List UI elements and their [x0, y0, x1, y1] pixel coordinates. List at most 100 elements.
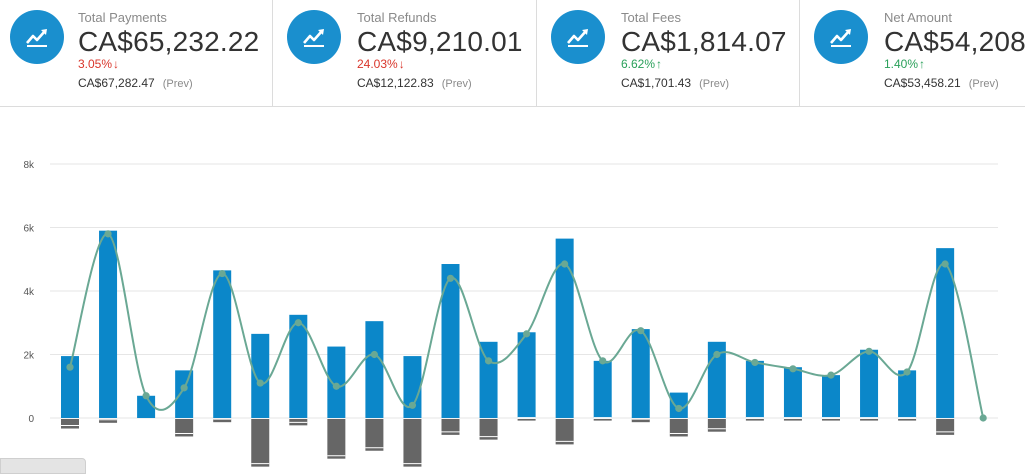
- bar-negative: [936, 419, 955, 435]
- bar-positive: [898, 370, 917, 418]
- line-point: [484, 357, 493, 365]
- bar-positive: [860, 349, 879, 418]
- kpi-prev-value: CA$53,458.21: [884, 76, 961, 90]
- kpi-row: Total Payments CA$65,232.22 3.05% ↓ CA$67…: [0, 0, 1025, 107]
- bar-negative: [175, 419, 194, 437]
- kpi-change-value: 3.05%: [78, 57, 113, 71]
- bar-negative: [441, 419, 460, 435]
- kpi-value: CA$54,208: [884, 26, 1025, 57]
- kpi-prev-value: CA$67,282.47: [78, 76, 155, 90]
- bar-positive: [745, 360, 764, 418]
- kpi-change: 6.62% ↑: [621, 57, 662, 71]
- line-point: [256, 379, 264, 387]
- bar-positive: [517, 332, 536, 418]
- bar-negative: [822, 419, 840, 421]
- y-tick-label: 2k: [23, 351, 35, 362]
- kpi-card-total-refunds: Total Refunds CA$9,210.01 24.03% ↓ CA$12,…: [273, 0, 537, 106]
- line-point: [713, 350, 721, 359]
- trend-up-icon: [287, 10, 341, 64]
- line-point: [446, 274, 455, 282]
- bar-negative: [517, 419, 536, 421]
- chart: 8k 6k 4k 2k 0: [0, 107, 1025, 469]
- bar-positive: [403, 356, 422, 418]
- bar-negative: [365, 419, 384, 451]
- bar-positive: [783, 367, 802, 418]
- bar-negative: [251, 419, 270, 467]
- kpi-prev: CA$12,122.83 (Prev): [357, 76, 472, 90]
- arrow-up-icon: ↑: [919, 57, 926, 71]
- line-point: [827, 371, 835, 379]
- y-tick-label: 4k: [23, 287, 35, 298]
- kpi-prev-tag: (Prev): [162, 78, 193, 90]
- bar-positive: [822, 375, 840, 418]
- bar-positive: [327, 346, 346, 418]
- bar-positive: [365, 321, 384, 418]
- bar-negative: [707, 419, 726, 432]
- kpi-prev-value: CA$12,122.83: [357, 76, 434, 90]
- line-point: [903, 368, 911, 376]
- line-point: [675, 404, 683, 413]
- line-point: [332, 382, 340, 390]
- y-tick-label: 8k: [23, 160, 35, 171]
- bar-negative: [783, 419, 802, 421]
- kpi-label: Total Fees: [621, 10, 681, 25]
- line-point: [561, 260, 569, 268]
- y-tick-label: 0: [28, 414, 34, 425]
- bar-negative: [61, 419, 79, 429]
- bar-negative: [745, 419, 764, 421]
- kpi-value: CA$1,814.07: [621, 26, 787, 57]
- line-point: [180, 384, 188, 392]
- kpi-prev-value: CA$1,701.43: [621, 76, 692, 90]
- bar-negative: [99, 419, 118, 423]
- bar-positive: [441, 264, 460, 418]
- bar-negative: [669, 419, 688, 437]
- kpi-label: Total Refunds: [357, 10, 437, 25]
- bar-positive: [137, 395, 156, 418]
- bar-positive: [555, 238, 574, 418]
- bar-negative: [403, 419, 422, 467]
- kpi-change-value: 1.40%: [884, 57, 919, 71]
- line-point: [941, 260, 949, 268]
- bar-positive: [479, 341, 498, 418]
- line-point: [789, 365, 797, 373]
- kpi-card-net-amount: Net Amount CA$54,208 1.40% ↑ CA$53,458.21…: [800, 0, 1025, 106]
- kpi-change: 24.03% ↓: [357, 57, 405, 71]
- kpi-change-value: 24.03%: [357, 57, 398, 71]
- bar-negative: [898, 419, 917, 421]
- bar-positive: [175, 370, 194, 418]
- bar-negative: [593, 419, 612, 421]
- line-point: [408, 401, 417, 409]
- kpi-label: Total Payments: [78, 10, 167, 25]
- line-point: [599, 357, 607, 365]
- bar-positive: [251, 333, 270, 418]
- kpi-prev-tag: (Prev): [968, 78, 999, 90]
- line-point: [523, 330, 531, 338]
- kpi-change-value: 6.62%: [621, 57, 656, 71]
- kpi-change: 1.40% ↑: [884, 57, 925, 71]
- kpi-label: Net Amount: [884, 10, 952, 25]
- bar-negative: [213, 419, 232, 423]
- kpi-prev: CA$67,282.47 (Prev): [78, 76, 193, 90]
- bottom-tab[interactable]: [0, 458, 86, 474]
- bar-negative: [327, 419, 346, 459]
- bar-positive: [289, 314, 308, 418]
- kpi-prev-tag: (Prev): [699, 78, 730, 90]
- bar-positive: [631, 329, 650, 418]
- kpi-prev-tag: (Prev): [441, 78, 472, 90]
- line-point: [979, 414, 987, 422]
- trend-up-icon: [814, 10, 868, 64]
- line-point: [294, 319, 302, 327]
- kpi-value: CA$65,232.22: [78, 26, 260, 57]
- kpi-card-total-fees: Total Fees CA$1,814.07 6.62% ↑ CA$1,701.4…: [537, 0, 800, 106]
- line-point: [104, 230, 112, 238]
- kpi-prev: CA$1,701.43 (Prev): [621, 76, 729, 90]
- y-tick-label: 6k: [23, 224, 35, 235]
- bar-positive: [99, 230, 118, 418]
- kpi-prev: CA$53,458.21 (Prev): [884, 76, 999, 90]
- bar-negative: [555, 419, 574, 445]
- line-point: [218, 269, 226, 278]
- bar-negative: [631, 419, 650, 423]
- arrow-down-icon: ↓: [113, 57, 120, 71]
- line-point: [865, 347, 873, 355]
- line-point: [751, 358, 759, 367]
